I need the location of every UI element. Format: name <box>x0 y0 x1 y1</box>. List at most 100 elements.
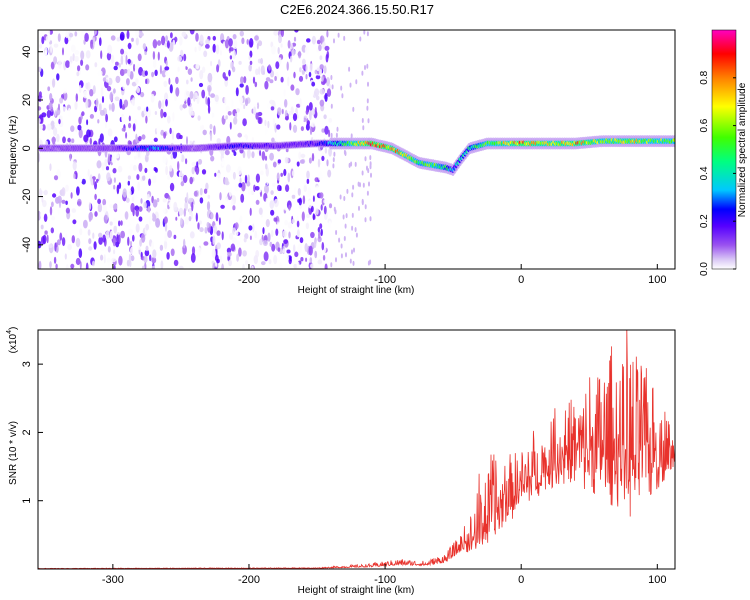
spectrogram-noise-cell <box>292 124 298 133</box>
spectrogram-noise-cell <box>213 225 218 234</box>
spectrogram-noise-cell <box>121 115 126 123</box>
spectrogram-noise-cell <box>107 44 113 54</box>
spectrogram-noise-cell <box>50 43 53 54</box>
spectrogram-noise-cell <box>305 222 310 230</box>
spectrogram-noise-cell <box>73 173 76 179</box>
x-tick-label: 0 <box>518 574 524 586</box>
spectrogram-noise-cell <box>190 77 193 82</box>
spectrogram-noise-cell <box>268 259 272 265</box>
spectrogram-noise-cell <box>275 61 280 69</box>
spectrogram-frame <box>37 29 676 270</box>
spectrogram-noise-cell <box>135 133 138 143</box>
spectrogram-noise-cell <box>40 212 43 218</box>
x-tick-label: -300 <box>102 574 124 586</box>
spectrogram-noise-cell <box>274 123 277 133</box>
spectrogram-noise-cell <box>196 95 200 105</box>
spectrogram-noise-cell <box>111 257 117 263</box>
spectrogram-noise-cell <box>161 35 166 46</box>
spectrogram-noise-cell <box>152 199 158 208</box>
spectrogram-noise-cell <box>228 69 231 77</box>
colorbar-tick-label: 0.8 <box>699 70 710 84</box>
spectrogram-noise-cell <box>205 44 210 49</box>
spectrogram-noise-cell <box>366 105 369 111</box>
spectrogram-noise-cell <box>87 169 90 177</box>
spectrogram-noise-cell <box>355 232 358 238</box>
spectrogram-noise-cell <box>113 65 118 71</box>
spectrogram-noise-cell <box>359 36 362 42</box>
spectrogram-noise-cell <box>47 86 51 92</box>
spectrogram-noise-cell <box>189 263 193 269</box>
spectrogram-noise-cell <box>175 87 180 97</box>
spectrogram-noise-cell <box>203 50 208 58</box>
spectrogram-noise-cell <box>361 118 364 123</box>
spectrogram-noise-cell <box>159 65 162 75</box>
spectrogram-noise-cell <box>367 118 370 124</box>
spectrogram-noise-cell <box>74 101 78 110</box>
spectrogram-noise-cell <box>152 51 156 60</box>
spectrogram-noise-cell <box>113 249 116 255</box>
spectrogram-noise-cell <box>270 209 275 216</box>
spectrogram-noise-cell <box>94 105 98 113</box>
spectrogram-noise-cell <box>309 110 312 121</box>
spectrogram-noise-cell <box>310 263 314 269</box>
spectrogram-noise-cell <box>285 254 290 261</box>
spectrogram-noise-cell <box>40 185 46 191</box>
spectrogram-noise-cell <box>307 120 310 126</box>
spectrogram-noise-cell <box>237 132 242 138</box>
spectrogram-ridge-core <box>672 138 675 142</box>
colorbar-tick-label: 0.0 <box>699 262 710 276</box>
spectrogram-noise-cell <box>194 165 197 172</box>
spectrogram-noise-cell <box>41 195 44 203</box>
spectrogram-noise-cell <box>196 161 199 169</box>
spectrogram-noise-cell <box>207 194 211 199</box>
spectrogram-noise-cell <box>138 32 144 37</box>
spectrogram-noise-cell <box>284 116 289 121</box>
spectrogram-noise-cell <box>106 172 111 182</box>
spectrogram-noise-cell <box>189 30 195 35</box>
spectrogram-noise-cell <box>297 97 300 104</box>
spectrogram-noise-cell <box>177 66 180 73</box>
spectrogram-noise-cell <box>178 97 182 106</box>
spectrogram-noise-cell <box>50 227 54 234</box>
spectrogram-noise-cell <box>125 54 128 65</box>
spectrogram-noise-cell <box>54 122 59 127</box>
spectrogram-noise-cell <box>129 103 132 108</box>
spectrogram-noise-cell <box>150 93 155 103</box>
spectrogram-noise-cell <box>350 133 353 139</box>
spectrogram-noise-cell <box>314 250 318 259</box>
spectrogram-noise-cell <box>277 221 280 230</box>
spectrogram-noise-cell <box>184 200 188 211</box>
spectrogram-noise-cell <box>60 177 65 187</box>
spectrogram-noise-cell <box>220 204 225 209</box>
spectrogram-noise-cell <box>304 45 310 55</box>
spectrogram-noise-cell <box>301 211 305 222</box>
spectrogram-noise-cell <box>118 255 123 266</box>
spectrogram-noise-cell <box>46 123 52 131</box>
spectrogram-noise-cell <box>248 225 253 231</box>
spectrogram-noise-cell <box>154 111 158 115</box>
spectrogram-noise-cell <box>302 58 306 66</box>
figure-title: C2E6.2024.366.15.50.R17 <box>280 2 434 17</box>
spectrogram-noise-cell <box>103 254 106 264</box>
spectrogram-noise-cell <box>129 240 133 247</box>
spectrogram-noise-cell <box>119 98 123 109</box>
spectrogram-noise-cell <box>224 149 230 156</box>
spectrogram-noise-cell <box>67 244 72 251</box>
spectrogram-noise-cell <box>123 69 128 74</box>
spectrogram-noise-cell <box>183 208 186 217</box>
spectrogram-noise-cell <box>184 216 189 225</box>
spectrogram-noise-cell <box>97 173 101 181</box>
spectrogram-noise-cell <box>232 171 236 180</box>
spectrogram-noise-cell <box>174 36 178 43</box>
spectrogram-noise-cell <box>199 188 203 196</box>
spectrogram-noise-cell <box>116 184 120 195</box>
spectrogram-noise-cell <box>87 229 91 236</box>
spectrogram-noise-cell <box>209 123 213 130</box>
spectrogram-noise-cell <box>164 239 168 250</box>
spectrogram-noise-cell <box>302 195 306 205</box>
spectrogram-noise-cell <box>147 206 151 213</box>
spectrogram-noise-cell <box>212 235 216 245</box>
spectrogram-noise-cell <box>105 77 110 83</box>
spectrogram-noise-cell <box>118 250 122 256</box>
